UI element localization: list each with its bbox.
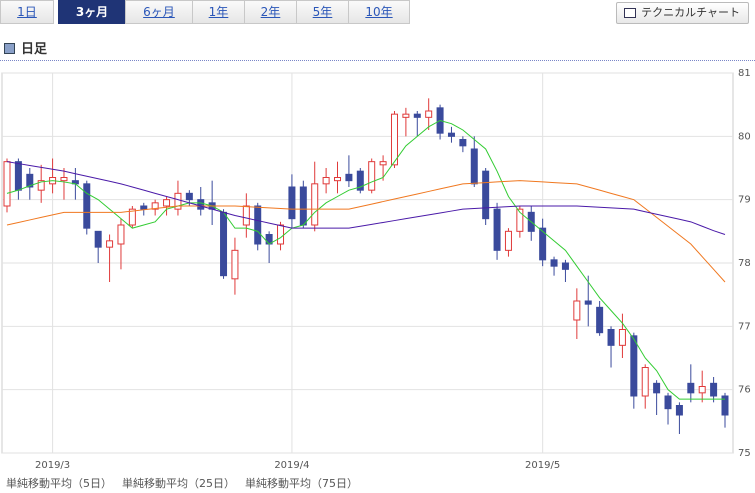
candle-body: [197, 199, 205, 210]
candle-body: [596, 306, 604, 334]
candle-body: [379, 161, 387, 166]
candle-body: [277, 224, 285, 245]
candle-body: [664, 395, 672, 410]
y-tick-label: 81: [738, 68, 751, 79]
candle-body: [220, 211, 228, 277]
candle-body: [687, 382, 695, 394]
candle-body: [504, 230, 512, 251]
candle-body: [698, 386, 706, 394]
technical-chart-button[interactable]: テクニカルチャート: [616, 2, 749, 24]
y-tick-label: 76: [738, 385, 751, 396]
candle-body: [493, 208, 501, 251]
y-tick-label: 77: [738, 321, 751, 332]
legend-label: 単純移動平均（25日）: [122, 476, 235, 490]
candle-body: [26, 173, 34, 188]
candle-body: [242, 205, 250, 226]
tab[interactable]: 1年: [192, 0, 245, 24]
candle-body: [60, 177, 68, 182]
candle-body: [231, 249, 239, 280]
candle-body: [128, 208, 136, 226]
y-tick-label: 78: [738, 258, 751, 269]
candle-body: [334, 177, 342, 182]
candle-body: [470, 148, 478, 185]
x-tick-label: 2019/3: [35, 460, 70, 471]
candle-body: [618, 329, 626, 346]
candle-body: [390, 113, 398, 166]
candle-body: [710, 382, 718, 397]
candle-body: [368, 161, 376, 191]
tab[interactable]: 2年: [244, 0, 297, 24]
divider: [0, 60, 755, 61]
candle-body: [163, 199, 171, 207]
candle-body: [345, 173, 353, 182]
candle-body: [573, 300, 581, 321]
candle-body: [356, 170, 364, 191]
candle-body: [413, 113, 421, 118]
tab[interactable]: 10年: [348, 0, 410, 24]
x-tick-label: 2019/4: [274, 460, 309, 471]
y-tick-label: 79: [738, 195, 751, 206]
tab[interactable]: 1日: [0, 0, 54, 24]
x-tick-label: 2019/5: [525, 460, 560, 471]
candle-body: [37, 180, 45, 191]
candle-body: [675, 405, 683, 416]
candle-body: [641, 367, 649, 397]
moving-average-line: [6, 180, 726, 283]
candle-body: [94, 230, 102, 248]
moving-average-line: [6, 161, 726, 235]
candle-body: [83, 183, 91, 229]
candle-body: [447, 132, 455, 137]
candle-body: [516, 208, 524, 232]
candle-body: [117, 224, 125, 245]
candle-body: [174, 192, 182, 210]
candle-body: [402, 113, 410, 118]
candle-body: [322, 177, 330, 185]
y-tick-label: 75: [738, 448, 751, 459]
candle-body: [607, 329, 615, 346]
candle-body: [630, 335, 638, 397]
moving-average-line: [6, 119, 725, 400]
candle-body: [106, 240, 114, 248]
button-label: テクニカルチャート: [641, 6, 740, 19]
candle-body: [311, 183, 319, 226]
button-icon: [624, 8, 637, 18]
heading-text: 日足: [21, 42, 48, 57]
candle-body: [254, 205, 262, 245]
candle-body: [151, 202, 159, 210]
candle-body: [3, 161, 11, 207]
candle-body: [288, 186, 296, 220]
candle-body: [550, 259, 558, 267]
legend-label: 単純移動平均（5日）: [6, 476, 112, 490]
tab[interactable]: 3ヶ月: [58, 0, 126, 24]
legend-label: 単純移動平均（75日）: [245, 476, 358, 490]
candle-body: [459, 139, 467, 147]
tab-bar: 1日 3ヶ月 6ヶ月 1年 2年 5年 10年: [0, 0, 410, 24]
candle-body: [721, 395, 729, 416]
candle-body: [140, 205, 148, 210]
candle-body: [482, 170, 490, 220]
heading-icon: [4, 43, 15, 54]
candle-body: [539, 227, 547, 261]
tab[interactable]: 6ヶ月: [125, 0, 193, 24]
candle-body: [653, 382, 661, 394]
candle-body: [299, 186, 307, 226]
y-tick-label: 80: [738, 131, 751, 142]
candle-body: [584, 300, 592, 305]
candle-body: [14, 161, 22, 191]
section-heading: 日足: [4, 38, 47, 57]
candle-body: [185, 192, 193, 201]
candle-body: [561, 262, 569, 270]
candle-body: [425, 110, 433, 118]
